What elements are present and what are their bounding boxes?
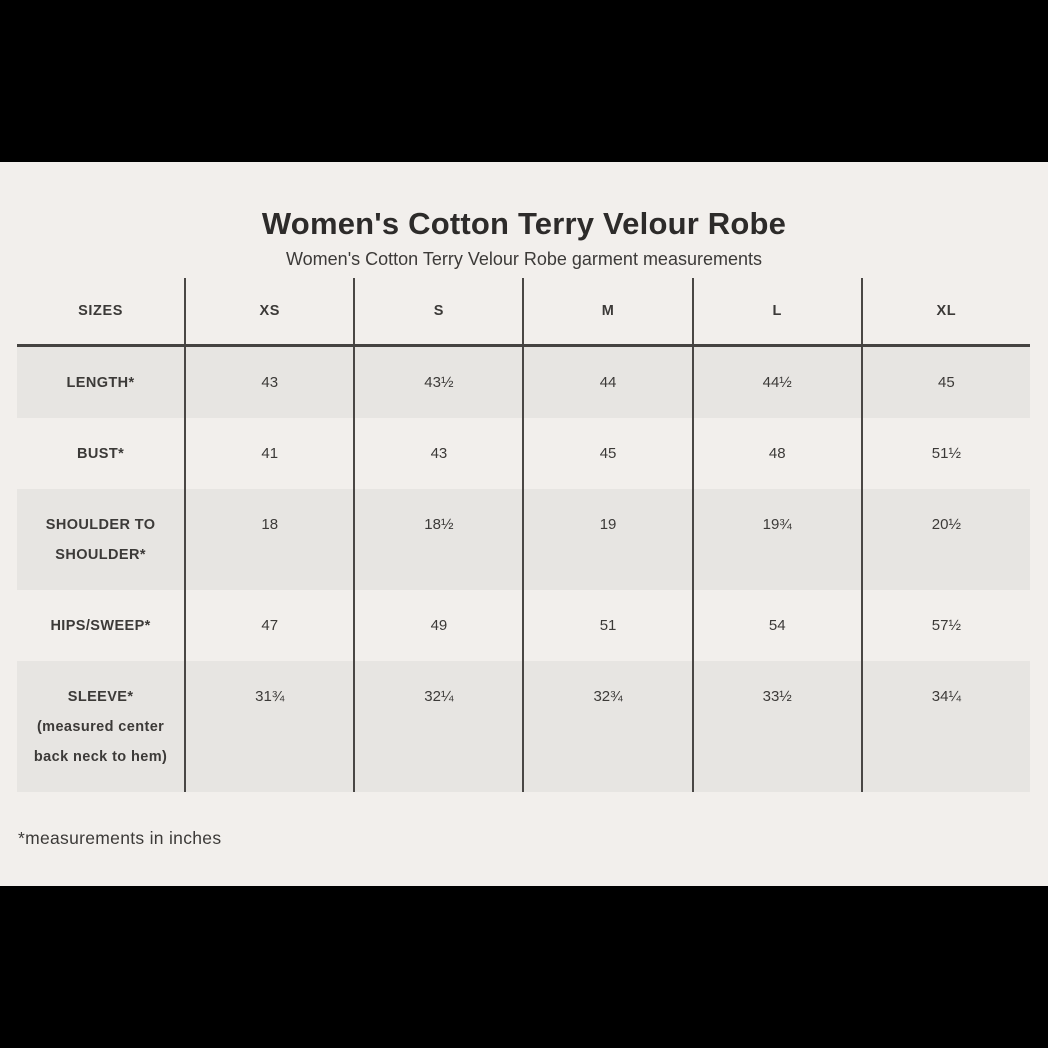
column-header-xl: XL	[861, 278, 1030, 347]
row-label-length: LENGTH*	[17, 345, 187, 418]
column-header-sizes: SIZES	[17, 278, 187, 347]
table-row-sleeve: SLEEVE* (measured center back neck to he…	[17, 661, 1030, 792]
cell-length-xs: 43	[185, 345, 356, 418]
cell-hips-xl: 57½	[931, 617, 961, 634]
table-row-hips: HIPS/SWEEP* 47 49 51 54 57½	[17, 590, 1030, 661]
row-label-sleeve-note: (measured center back neck to hem)	[33, 719, 168, 765]
cell-shoulder-m: 19	[523, 489, 694, 590]
row-label-sleeve: SLEEVE* (measured center back neck to he…	[17, 661, 187, 792]
cell-sleeve-s: 32¼	[354, 661, 525, 792]
row-label-hips: HIPS/SWEEP*	[17, 590, 187, 661]
table-row-bust: BUST* 41 43 45 48 51½	[17, 418, 1030, 489]
cell-length-s: 43½	[354, 345, 525, 418]
cell-hips-s: 49	[354, 590, 525, 661]
cell-shoulder-l: 19¾	[692, 489, 863, 590]
cell-hips-m: 51	[523, 590, 694, 661]
header-row: SIZES XS S M L XL	[17, 278, 1030, 347]
cell-sleeve-l: 33½	[692, 661, 863, 792]
page-subtitle: Women's Cotton Terry Velour Robe garment…	[286, 249, 762, 269]
row-label-shoulder: SHOULDER TO SHOULDER*	[17, 489, 187, 590]
cell-sleeve-xl: 34¼	[931, 688, 961, 705]
table-row-length: LENGTH* 43 43½ 44 44½ 45	[17, 345, 1030, 418]
table-row-shoulder: SHOULDER TO SHOULDER* 18 18½ 19 19¾ 20½	[17, 489, 1030, 590]
cell-length-m: 44	[523, 345, 694, 418]
row-label-sleeve-text: SLEEVE*	[67, 689, 134, 705]
size-chart-page: Women's Cotton Terry Velour Robe Women's…	[0, 162, 1048, 886]
cell-hips-l: 54	[692, 590, 863, 661]
cell-sleeve-xs: 31¾	[185, 661, 356, 792]
cell-bust-s: 43	[354, 418, 525, 489]
letterbox-top	[0, 0, 1048, 162]
cell-length-l: 44½	[692, 345, 863, 418]
cell-bust-m: 45	[523, 418, 694, 489]
row-label-bust: BUST*	[17, 418, 187, 489]
cell-length-xl: 45	[938, 374, 955, 391]
cell-bust-xs: 41	[185, 418, 356, 489]
page-title: Women's Cotton Terry Velour Robe	[261, 206, 787, 241]
cell-shoulder-xl: 20½	[931, 516, 961, 533]
measurements-footnote: *measurements in inches	[18, 828, 222, 848]
cell-hips-xs: 47	[185, 590, 356, 661]
column-header-s: S	[354, 278, 525, 347]
letterbox-bottom	[0, 886, 1048, 1048]
cell-sleeve-m: 32¾	[523, 661, 694, 792]
column-header-xs: XS	[185, 278, 356, 347]
cell-shoulder-xs: 18	[185, 489, 356, 590]
cell-shoulder-s: 18½	[354, 489, 525, 590]
cell-bust-xl: 51½	[931, 445, 961, 462]
cell-bust-l: 48	[692, 418, 863, 489]
column-header-m: M	[523, 278, 694, 347]
column-header-l: L	[692, 278, 863, 347]
size-chart-table: SIZES XS S M L XL LENGTH* 43 43½ 44 44½ …	[17, 278, 1030, 792]
